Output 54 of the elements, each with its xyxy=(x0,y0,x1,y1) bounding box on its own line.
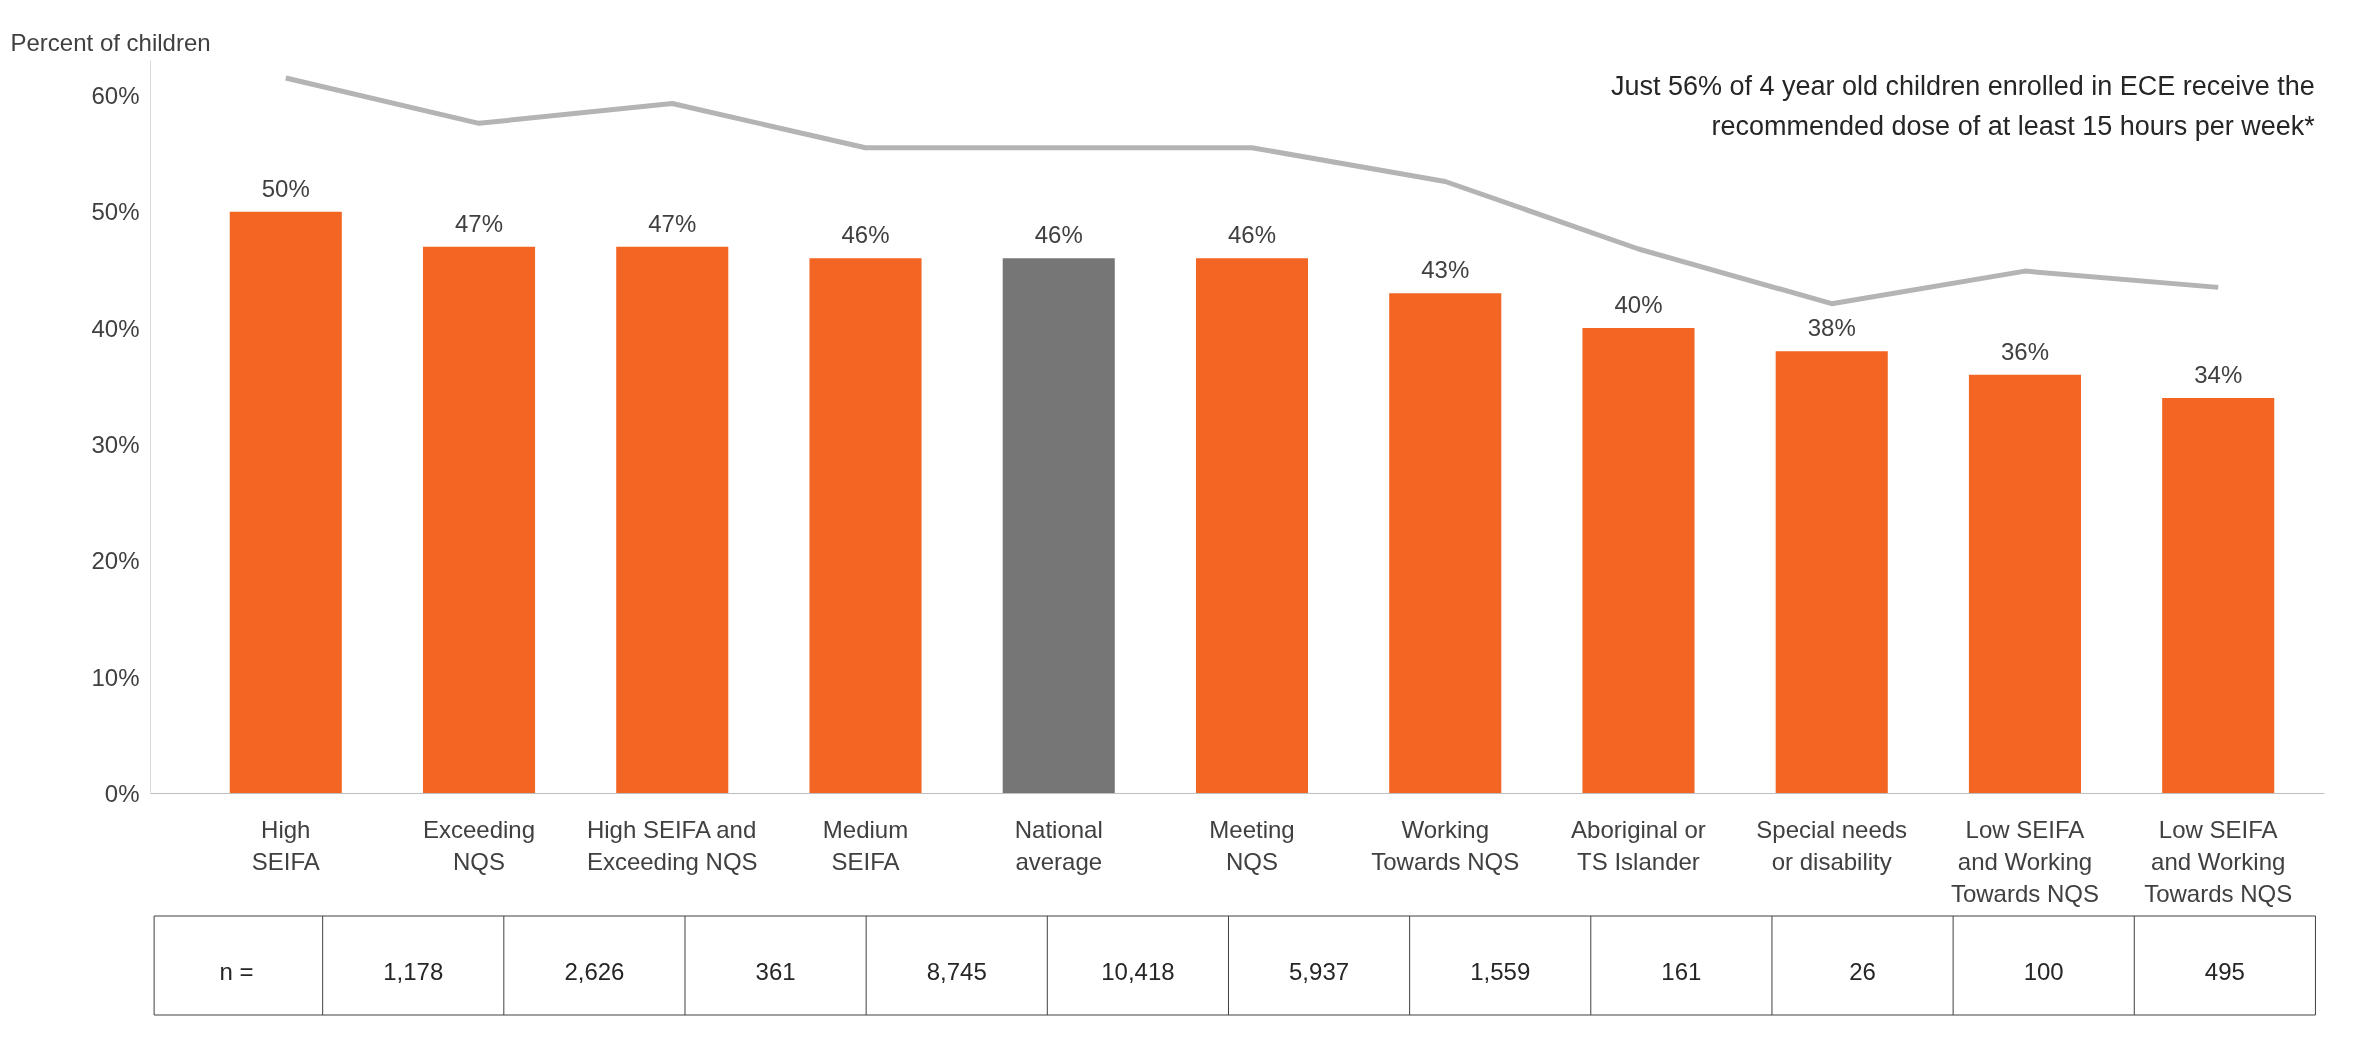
x-tick-label: Meeting NQS xyxy=(1209,815,1295,875)
y-axis-title: Percent of children xyxy=(10,28,211,56)
bar xyxy=(616,246,729,794)
bar xyxy=(1582,328,1695,794)
x-tick-label: Medium SEIFA xyxy=(822,815,909,875)
x-tick-label: Low SEIFA and Working Towards NQS xyxy=(1950,815,2099,908)
data-label: 47% xyxy=(648,209,697,237)
data-label: 43% xyxy=(1421,256,1470,284)
data-label: 46% xyxy=(841,221,890,249)
bar xyxy=(2162,397,2275,794)
data-label: 46% xyxy=(1227,221,1277,249)
x-tick-label: National average xyxy=(1014,815,1103,875)
bar xyxy=(1002,258,1115,794)
y-tick-label: 60% xyxy=(91,81,140,109)
x-tick-label: Exceeding NQS xyxy=(422,815,536,875)
bar xyxy=(229,211,342,794)
x-tick-label: High SEIFA xyxy=(251,815,320,875)
x-tick-label: Working Towards NQS xyxy=(1371,815,1520,875)
y-tick-label: 40% xyxy=(91,314,140,342)
data-label: 47% xyxy=(455,209,504,237)
text: 361 xyxy=(755,957,796,985)
y-tick-label: 50% xyxy=(91,198,140,226)
text: 2,626 xyxy=(564,957,625,985)
text: 5,937 xyxy=(1289,957,1350,985)
text: 26 xyxy=(1849,957,1876,985)
data-label: 38% xyxy=(1807,314,1856,342)
data-label: 46% xyxy=(1034,221,1083,249)
bar xyxy=(1968,374,2082,794)
y-tick-label: 0% xyxy=(104,780,140,807)
text: 10,418 xyxy=(1101,957,1175,985)
x-tick-label: Low SEIFA and Working Towards NQS xyxy=(2144,815,2293,908)
data-label: 36% xyxy=(2000,337,2049,365)
annotation: Just 56% of 4 year old children enrolled in ECE receive the recommended dose of at least 15 hours per week* xyxy=(1610,70,2316,141)
text: 161 xyxy=(1661,957,1702,985)
bar xyxy=(1775,351,1888,794)
bar xyxy=(422,246,536,794)
text: 100 xyxy=(2023,957,2064,985)
data-label: 34% xyxy=(2194,360,2243,388)
y-tick-label: 30% xyxy=(91,430,140,458)
text: 1,559 xyxy=(1470,957,1531,985)
x-tick-label: High SEIFA and Exceeding NQS xyxy=(586,815,758,875)
text: 495 xyxy=(2204,957,2245,985)
data-label: 40% xyxy=(1614,291,1663,319)
y-tick-label: 20% xyxy=(91,547,140,575)
x-tick-label: Aboriginal or TS Islander xyxy=(1571,815,1706,875)
data-label: 50% xyxy=(261,174,310,202)
bar xyxy=(1195,258,1309,794)
x-tick-label: Special needs or disability xyxy=(1756,815,1908,875)
bar xyxy=(809,258,922,794)
text: n = xyxy=(219,957,254,985)
text: 1,178 xyxy=(383,957,444,985)
text: 8,745 xyxy=(926,957,987,985)
bar xyxy=(1389,293,1502,794)
y-tick-label: 10% xyxy=(91,663,140,691)
